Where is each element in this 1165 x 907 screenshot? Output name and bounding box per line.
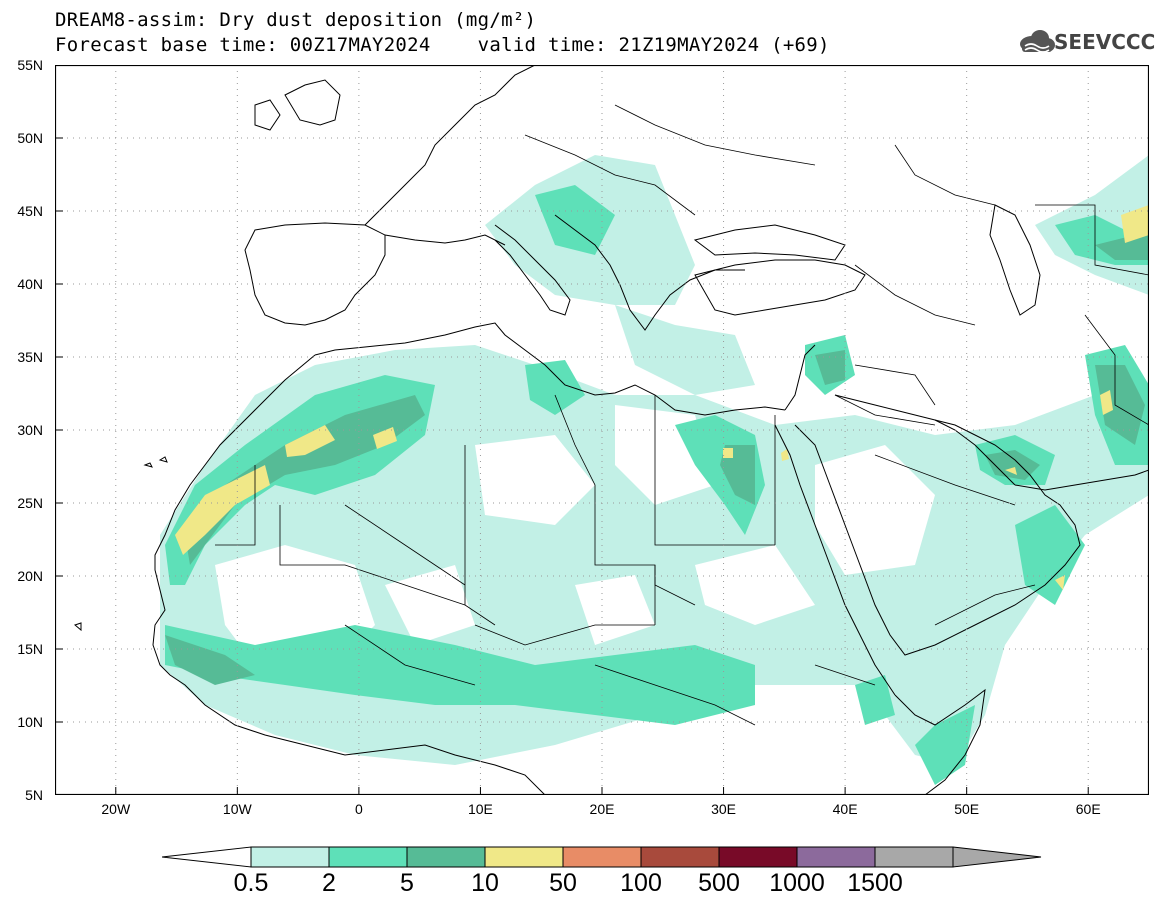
colorbar-swatch bbox=[484, 846, 564, 868]
lon-label: 60E bbox=[1075, 801, 1101, 817]
lat-label: 55N bbox=[17, 57, 43, 73]
colorbar-level-label: 500 bbox=[698, 869, 740, 897]
seevccc-logo bbox=[1020, 30, 1055, 53]
colorbar-low-arrow bbox=[162, 846, 252, 868]
lon-label: 0 bbox=[354, 801, 363, 817]
colorbar-swatch bbox=[328, 846, 408, 868]
lat-label: 40N bbox=[17, 276, 43, 292]
lon-label: 10W bbox=[222, 801, 252, 817]
lat-label: 45N bbox=[17, 203, 43, 219]
lat-label: 50N bbox=[17, 130, 43, 146]
lat-label: 35N bbox=[17, 349, 43, 365]
colorbar-level-label: 2 bbox=[322, 869, 336, 897]
lat-label: 30N bbox=[17, 422, 43, 438]
forecast-time-subtitle: Forecast base time: 00Z17MAY2024 valid t… bbox=[55, 34, 830, 56]
country-borders bbox=[215, 104, 1149, 726]
colorbar-level-label: 0.5 bbox=[233, 869, 269, 897]
coastlines bbox=[73, 65, 1149, 795]
logo-text: SEEVCCC bbox=[1054, 30, 1156, 54]
lat-label: 25N bbox=[17, 495, 43, 511]
lon-label: 50E bbox=[954, 801, 980, 817]
axis-ticks bbox=[55, 65, 1089, 795]
colorbar-high-arrow bbox=[952, 846, 1042, 868]
lat-label: 20N bbox=[17, 568, 43, 584]
lat-label: 10N bbox=[17, 714, 43, 730]
colorbar-legend bbox=[162, 846, 1042, 868]
lat-label: 5N bbox=[25, 787, 43, 803]
dust-deposition-shading bbox=[160, 155, 1149, 785]
colorbar-swatch bbox=[640, 846, 720, 868]
cloud-icon bbox=[1020, 30, 1055, 52]
lon-label: 30E bbox=[711, 801, 737, 817]
lon-label: 20W bbox=[101, 801, 131, 817]
graticule bbox=[55, 65, 1149, 795]
lon-label: 20E bbox=[589, 801, 615, 817]
colorbar-swatch bbox=[406, 846, 486, 868]
colorbar-swatch bbox=[874, 846, 954, 868]
lat-label: 15N bbox=[17, 641, 43, 657]
colorbar-level-label: 1000 bbox=[769, 869, 825, 897]
contour-5 bbox=[165, 215, 1149, 685]
colorbar-swatch bbox=[718, 846, 798, 868]
map-area bbox=[55, 65, 1149, 795]
colorbar-level-label: 1500 bbox=[847, 869, 903, 897]
lon-label: 40E bbox=[832, 801, 858, 817]
colorbar-swatch bbox=[796, 846, 876, 868]
contour-10 bbox=[175, 205, 1149, 590]
map-title: DREAM8-assim: Dry dust deposition (mg/m²… bbox=[55, 9, 537, 31]
colorbar-level-label: 5 bbox=[400, 869, 414, 897]
colorbar-level-label: 100 bbox=[620, 869, 662, 897]
colorbar-level-label: 50 bbox=[549, 869, 577, 897]
colorbar-swatch bbox=[562, 846, 642, 868]
lon-label: 10E bbox=[467, 801, 493, 817]
colorbar-swatch bbox=[250, 846, 330, 868]
colorbar-level-label: 10 bbox=[471, 869, 499, 897]
